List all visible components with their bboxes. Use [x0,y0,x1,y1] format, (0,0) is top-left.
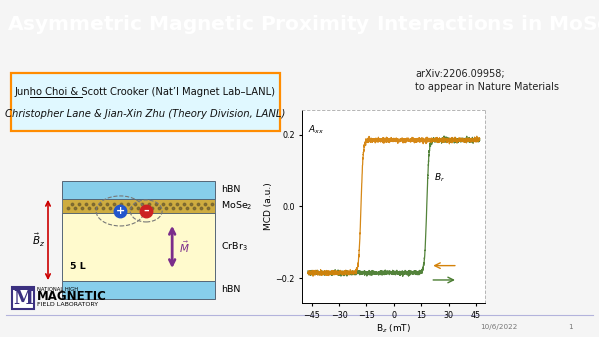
Bar [62,199,215,213]
FancyBboxPatch shape [11,73,280,131]
Text: $A_{xx}$: $A_{xx}$ [308,124,324,136]
Text: hBN: hBN [221,285,240,295]
Text: MoSe$_2$: MoSe$_2$ [221,200,253,212]
Text: arXiv:2206.09958;: arXiv:2206.09958; [415,69,504,79]
Bar [62,213,215,281]
Text: FIELD LABORATORY: FIELD LABORATORY [37,303,98,307]
Text: 5 L: 5 L [70,263,86,272]
Text: 10/6/2022: 10/6/2022 [480,324,518,330]
Text: Junho Choi & Scott Crooker (Nat’l Magnet Lab–LANL): Junho Choi & Scott Crooker (Nat’l Magnet… [15,87,276,97]
Text: +: + [116,206,125,216]
Text: MAGNETIC: MAGNETIC [37,290,107,304]
Text: to appear in Nature Materials: to appear in Nature Materials [415,82,559,92]
Text: CrBr$_3$: CrBr$_3$ [221,241,247,253]
Text: 1: 1 [568,324,573,330]
X-axis label: B$_z$ (mT): B$_z$ (mT) [376,323,412,335]
Text: M: M [13,290,33,308]
Bar [12,287,34,290]
Text: NATIONAL HIGH: NATIONAL HIGH [37,287,78,293]
Text: $\vec{M}$: $\vec{M}$ [179,239,190,255]
Text: –: – [143,206,149,216]
Text: $B_r$: $B_r$ [434,172,445,184]
Text: $\vec{B}_z$: $\vec{B}_z$ [32,231,46,249]
Text: hBN: hBN [221,185,240,194]
Bar [62,181,215,199]
Y-axis label: MCD (a.u.): MCD (a.u.) [264,183,273,230]
Bar [62,281,215,299]
Text: Asymmetric Magnetic Proximity Interactions in MoSe$_2$/CrBr$_3$: Asymmetric Magnetic Proximity Interactio… [7,13,599,36]
Bar [12,287,34,309]
Text: Christopher Lane & Jian-Xin Zhu (Theory Division, LANL): Christopher Lane & Jian-Xin Zhu (Theory … [5,109,286,119]
